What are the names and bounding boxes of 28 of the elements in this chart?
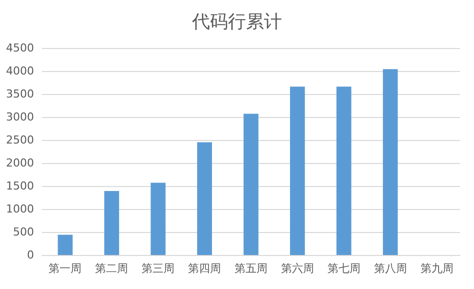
y-tick-label: 3500: [6, 88, 34, 100]
y-tick-label: 2500: [6, 134, 34, 146]
x-tick-label: 第一周: [48, 262, 82, 275]
bar: [197, 142, 212, 255]
x-tick-label: 第九周: [420, 262, 454, 275]
chart-title: 代码行累计: [191, 12, 282, 32]
bar: [336, 86, 352, 255]
y-tick-label: 500: [13, 226, 34, 238]
bar: [58, 234, 73, 255]
x-tick-label: 第八周: [374, 262, 407, 275]
x-tick-label: 第七周: [327, 262, 360, 275]
y-tick-label: 0: [27, 248, 34, 262]
x-tick-label: 第六周: [280, 262, 314, 275]
bar: [382, 69, 398, 255]
x-tick-label: 第三周: [142, 262, 175, 275]
x-tick-label: 第四周: [188, 262, 222, 275]
y-tick-label: 4000: [6, 64, 34, 78]
bar: [150, 182, 166, 255]
bar: [104, 191, 120, 255]
bar: [290, 86, 305, 255]
y-tick-label: 1000: [6, 202, 34, 216]
y-tick-label: 3000: [6, 110, 34, 124]
x-tick-label: 第二周: [95, 262, 128, 275]
x-tick-label: 第五周: [234, 262, 268, 275]
y-tick-label: 1500: [6, 180, 34, 192]
y-tick-label: 4500: [6, 42, 34, 54]
bar: [244, 114, 258, 255]
y-tick-label: 2000: [6, 156, 34, 170]
